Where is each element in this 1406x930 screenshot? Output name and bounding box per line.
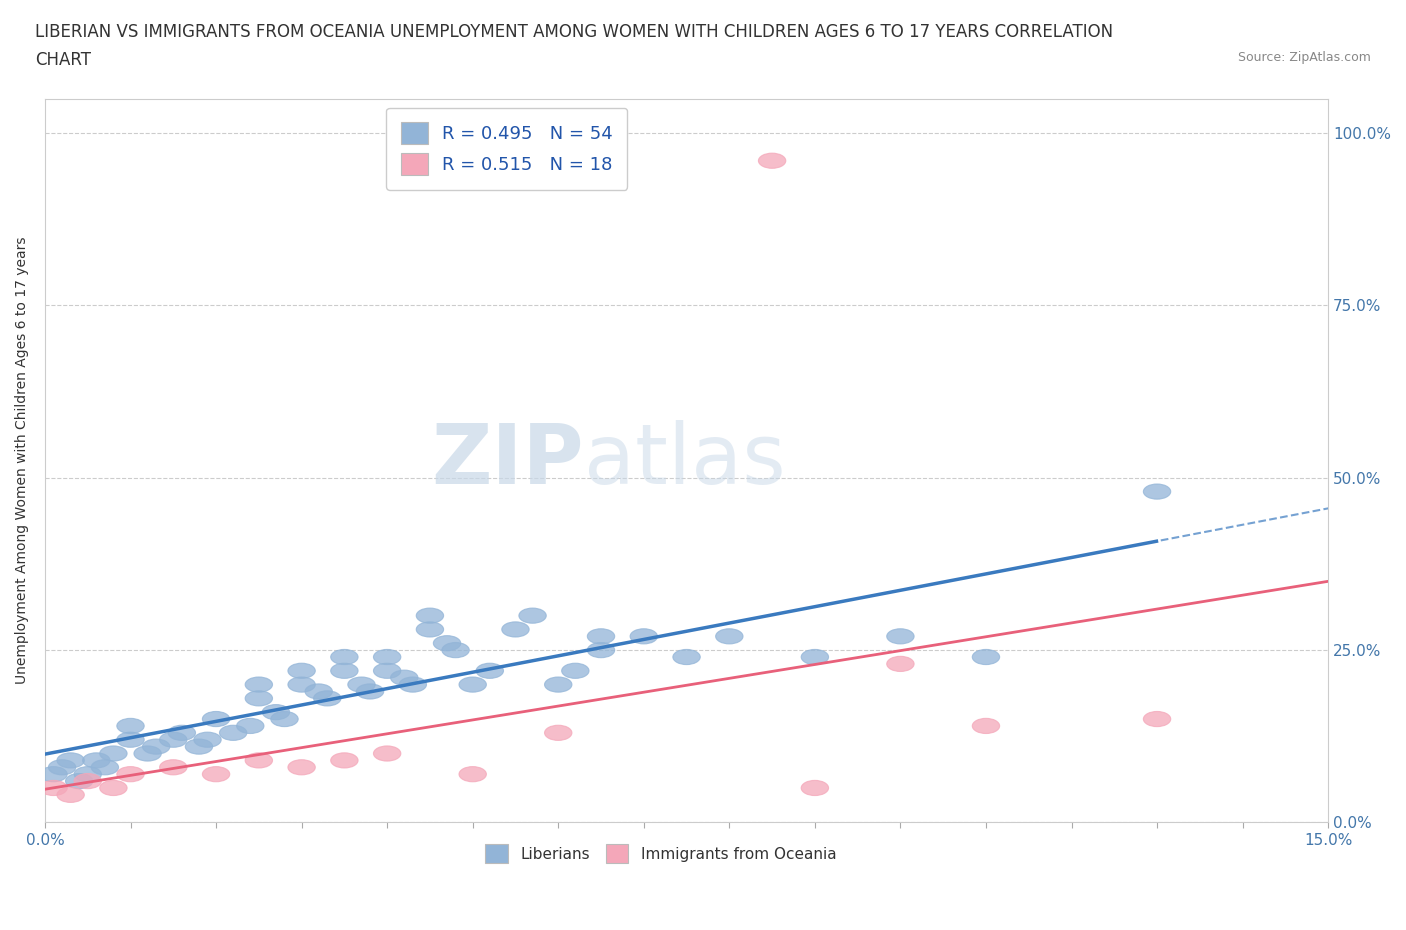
- Ellipse shape: [100, 780, 127, 795]
- Ellipse shape: [160, 732, 187, 748]
- Ellipse shape: [66, 774, 93, 789]
- Ellipse shape: [887, 657, 914, 671]
- Ellipse shape: [271, 711, 298, 726]
- Text: ZIP: ZIP: [432, 420, 583, 501]
- Ellipse shape: [1143, 484, 1171, 499]
- Ellipse shape: [973, 718, 1000, 734]
- Ellipse shape: [169, 725, 195, 740]
- Ellipse shape: [245, 677, 273, 692]
- Ellipse shape: [263, 705, 290, 720]
- Legend: Liberians, Immigrants from Oceania: Liberians, Immigrants from Oceania: [479, 838, 842, 869]
- Ellipse shape: [330, 752, 359, 768]
- Ellipse shape: [288, 663, 315, 678]
- Ellipse shape: [544, 725, 572, 740]
- Text: Source: ZipAtlas.com: Source: ZipAtlas.com: [1237, 51, 1371, 64]
- Ellipse shape: [416, 608, 444, 623]
- Ellipse shape: [588, 629, 614, 644]
- Ellipse shape: [117, 732, 145, 748]
- Ellipse shape: [391, 671, 418, 685]
- Text: LIBERIAN VS IMMIGRANTS FROM OCEANIA UNEMPLOYMENT AMONG WOMEN WITH CHILDREN AGES : LIBERIAN VS IMMIGRANTS FROM OCEANIA UNEM…: [35, 23, 1114, 41]
- Ellipse shape: [314, 691, 342, 706]
- Ellipse shape: [356, 684, 384, 699]
- Ellipse shape: [519, 608, 547, 623]
- Ellipse shape: [716, 629, 742, 644]
- Text: atlas: atlas: [583, 420, 786, 501]
- Ellipse shape: [91, 760, 118, 775]
- Ellipse shape: [48, 760, 76, 775]
- Ellipse shape: [561, 663, 589, 678]
- Ellipse shape: [75, 774, 101, 789]
- Ellipse shape: [887, 629, 914, 644]
- Ellipse shape: [39, 780, 67, 795]
- Ellipse shape: [347, 677, 375, 692]
- Ellipse shape: [186, 739, 212, 754]
- Ellipse shape: [58, 788, 84, 803]
- Ellipse shape: [245, 691, 273, 706]
- Text: CHART: CHART: [35, 51, 91, 69]
- Ellipse shape: [75, 766, 101, 782]
- Ellipse shape: [288, 760, 315, 775]
- Ellipse shape: [202, 711, 229, 726]
- Ellipse shape: [458, 677, 486, 692]
- Ellipse shape: [142, 739, 170, 754]
- Ellipse shape: [305, 684, 332, 699]
- Ellipse shape: [374, 663, 401, 678]
- Ellipse shape: [502, 622, 529, 637]
- Ellipse shape: [58, 752, 84, 768]
- Ellipse shape: [477, 663, 503, 678]
- Ellipse shape: [374, 649, 401, 665]
- Ellipse shape: [160, 760, 187, 775]
- Ellipse shape: [83, 752, 110, 768]
- Ellipse shape: [433, 635, 461, 651]
- Ellipse shape: [245, 752, 273, 768]
- Ellipse shape: [39, 766, 67, 782]
- Ellipse shape: [630, 629, 658, 644]
- Ellipse shape: [219, 725, 247, 740]
- Ellipse shape: [758, 153, 786, 168]
- Ellipse shape: [100, 746, 127, 761]
- Ellipse shape: [236, 718, 264, 734]
- Ellipse shape: [588, 643, 614, 658]
- Ellipse shape: [441, 643, 470, 658]
- Ellipse shape: [458, 766, 486, 782]
- Ellipse shape: [374, 746, 401, 761]
- Y-axis label: Unemployment Among Women with Children Ages 6 to 17 years: Unemployment Among Women with Children A…: [15, 237, 30, 684]
- Ellipse shape: [134, 746, 162, 761]
- Ellipse shape: [288, 677, 315, 692]
- Ellipse shape: [330, 649, 359, 665]
- Ellipse shape: [544, 677, 572, 692]
- Ellipse shape: [801, 649, 828, 665]
- Ellipse shape: [399, 677, 426, 692]
- Ellipse shape: [117, 766, 145, 782]
- Ellipse shape: [801, 780, 828, 795]
- Ellipse shape: [202, 766, 229, 782]
- Ellipse shape: [416, 622, 444, 637]
- Ellipse shape: [330, 663, 359, 678]
- Ellipse shape: [673, 649, 700, 665]
- Ellipse shape: [194, 732, 221, 748]
- Ellipse shape: [973, 649, 1000, 665]
- Ellipse shape: [1143, 711, 1171, 726]
- Ellipse shape: [117, 718, 145, 734]
